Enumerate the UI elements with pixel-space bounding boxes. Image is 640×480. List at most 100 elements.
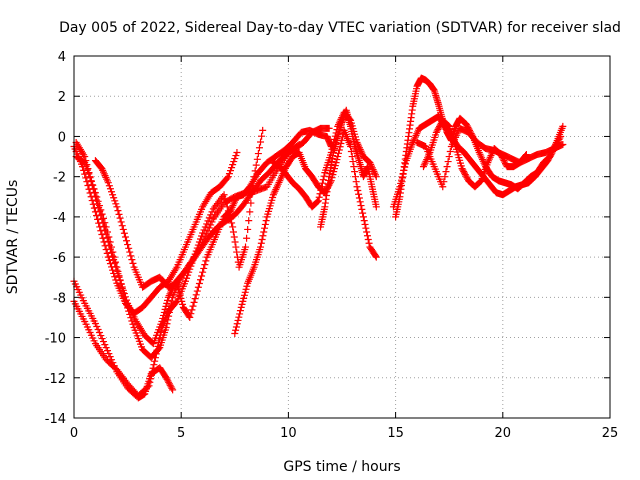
data-point [98,215,106,223]
data-point [440,178,448,186]
data-point [159,314,167,322]
data-point [103,234,111,242]
data-point [262,217,270,225]
data-point [372,203,380,211]
data-point [462,172,470,180]
data-point [522,151,530,159]
data-point [146,378,154,386]
x-tick-label: 5 [177,426,185,441]
data-point [243,234,251,242]
data-point [125,244,133,252]
data-point [399,170,407,178]
data-point [207,221,215,229]
data-point [195,280,203,288]
data-point [257,138,265,146]
data-point [111,259,119,267]
data-point [188,306,196,314]
data-point [147,375,155,383]
data-point [398,173,406,181]
data-point [121,293,129,301]
data-point [460,169,468,177]
data-point [227,167,235,175]
data-point [319,176,327,184]
data-point [95,204,103,212]
y-tick-label: 4 [58,50,66,65]
x-tick-label: 15 [387,426,404,441]
y-tick-label: -12 [45,372,66,387]
data-point [119,225,127,233]
data-point [356,198,364,206]
data-point [104,347,111,355]
data-point [432,128,440,136]
data-point [151,357,159,365]
data-point [400,166,408,174]
data-point [220,191,228,199]
data-point [318,179,326,187]
data-point [397,176,405,184]
data-point [372,253,380,261]
data-point [351,173,359,181]
data-point [436,121,444,129]
data-point [352,178,360,186]
data-point [179,300,187,308]
data-point [91,192,99,200]
data-point [117,280,125,288]
data-point [460,168,468,176]
data-point [230,158,238,166]
y-tick-label: -6 [53,251,66,266]
data-point [225,170,233,178]
data-point [85,169,93,177]
data-point [167,383,175,391]
data-point [497,151,505,159]
data-point [108,249,116,257]
data-point [236,307,244,315]
data-point [167,301,175,309]
data-point [353,183,361,191]
data-point [257,243,265,251]
data-point [112,200,120,208]
data-point [106,245,114,253]
data-point [545,155,553,163]
data-point [243,282,251,290]
data-point [229,161,237,169]
data-point [97,332,105,340]
y-tick-label: -14 [45,412,66,427]
series-track-10 [392,74,567,221]
series-track-13 [419,116,530,191]
data-point [231,330,239,338]
data-point [119,286,127,294]
data-point [557,132,565,140]
data-point [164,296,172,304]
data-point [361,220,369,228]
data-point [337,139,345,147]
series-track-9 [317,106,380,231]
data-point [559,140,567,148]
data-point [445,153,453,161]
data-point [463,122,471,130]
data-point [355,190,363,198]
data-point [105,350,113,358]
data-point [114,270,122,278]
data-point [169,386,177,394]
data-point [365,239,373,247]
data-point [208,218,216,226]
data-point [461,171,469,179]
data-point [113,266,121,274]
series-track-11 [389,112,565,211]
data-point [181,277,189,285]
data-point [166,381,174,389]
y-axis-label: SDTVAR / TECUs [5,180,21,295]
data-point [244,225,252,233]
data-point [229,228,237,236]
data-point [99,338,107,346]
data-point [232,243,240,251]
data-point [198,232,206,240]
x-tick-label: 10 [280,426,297,441]
data-point [362,224,370,232]
data-point [208,208,216,216]
data-point [164,316,172,324]
data-point [94,326,102,334]
data-point [354,186,362,194]
data-point [96,207,104,215]
data-point [355,194,363,202]
